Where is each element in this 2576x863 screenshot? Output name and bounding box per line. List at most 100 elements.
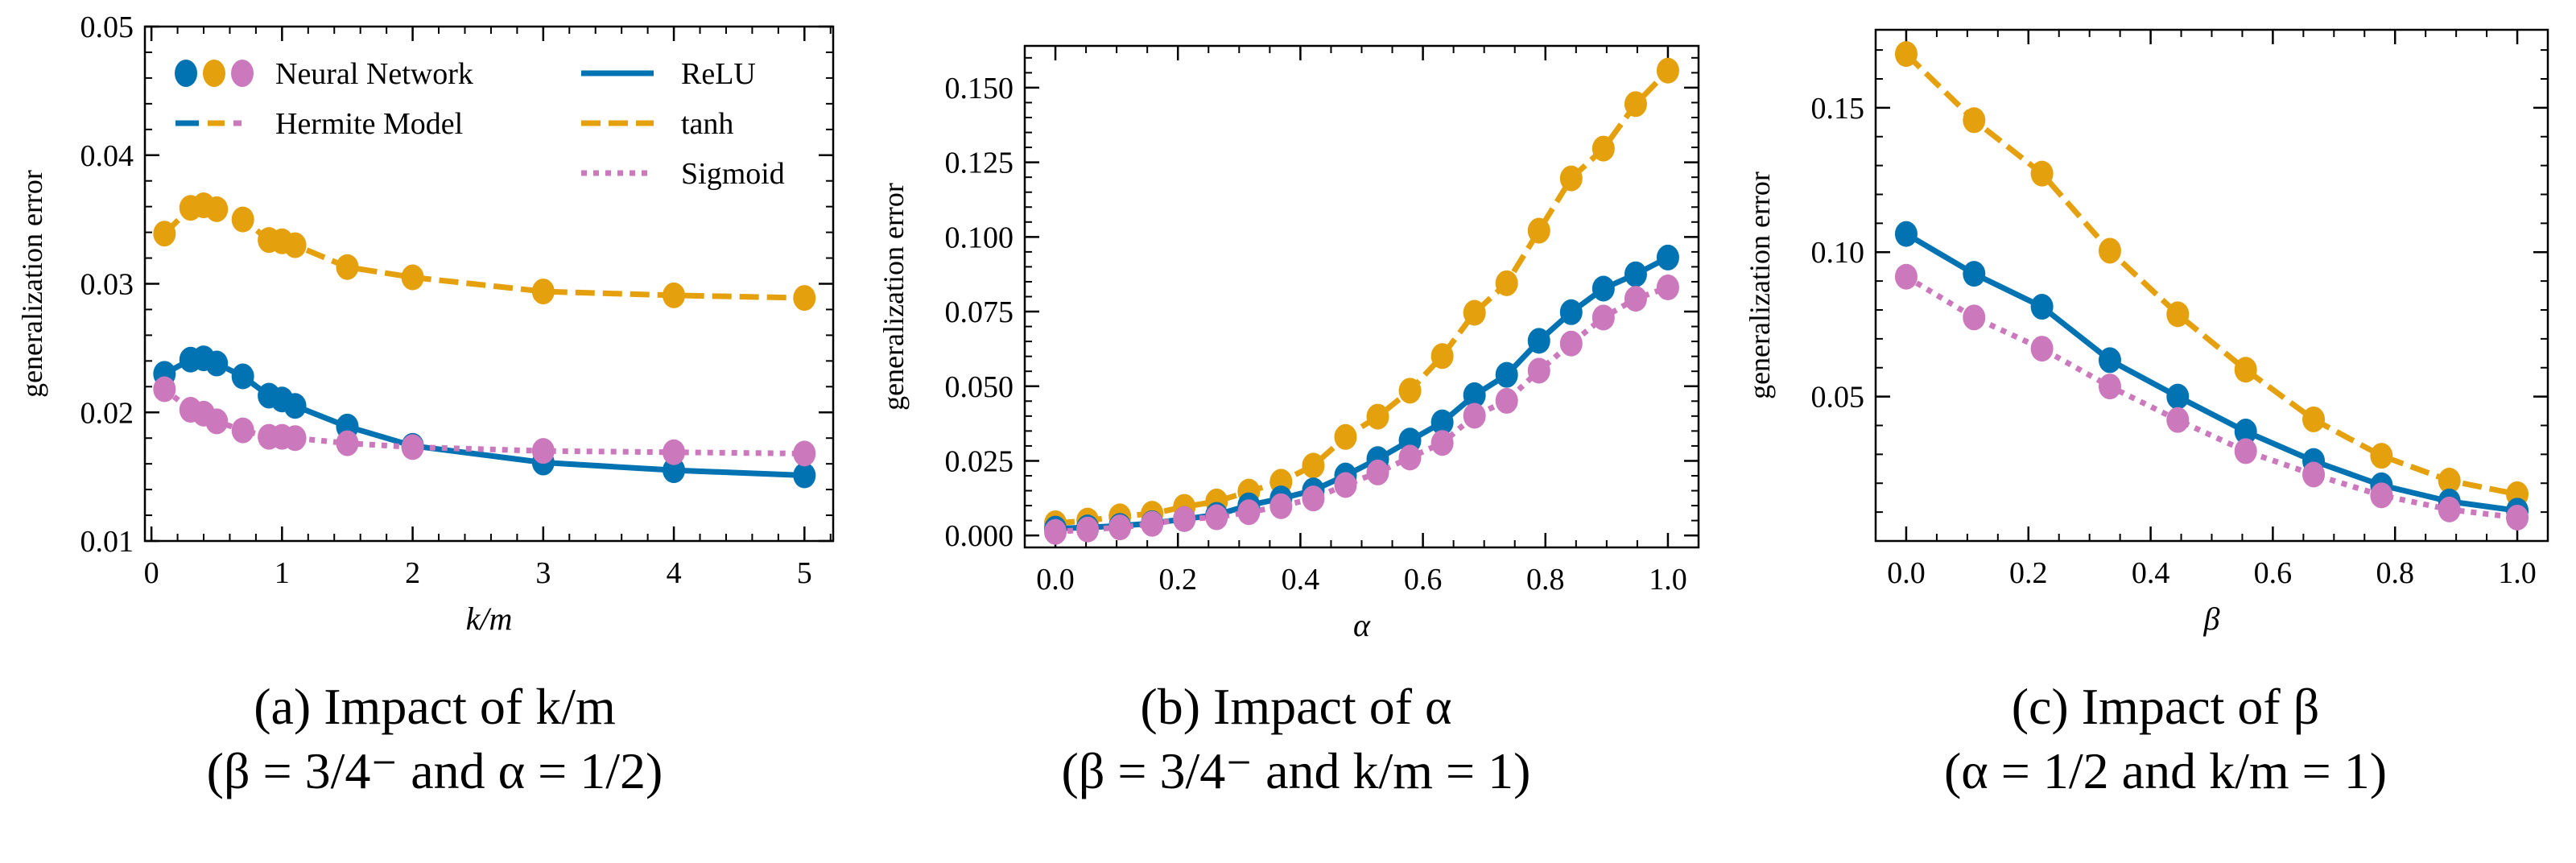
x-tick-label: 0.8 [2376, 556, 2414, 590]
y-tick-label: 0.05 [1811, 381, 1865, 415]
data-point-relu [1963, 261, 1986, 287]
caption-a-title: (a) Impact of k/m [254, 678, 616, 735]
data-point-tanh [1559, 165, 1583, 192]
data-point-tanh [153, 221, 176, 247]
series-line-tanh [1904, 52, 2518, 498]
caption-c: (c) Impact of β (α = 1/2 and k/m = 1) [1779, 675, 2552, 803]
data-point-tanh [2234, 357, 2257, 383]
data-point-sigmoid [1044, 518, 1067, 545]
x-tick-label: 0.2 [2009, 556, 2048, 590]
plot-frame-a [143, 25, 835, 543]
data-point-relu [2234, 419, 2257, 445]
data-point-sigmoid [1076, 516, 1100, 543]
y-tick-label: 0.01 [80, 525, 134, 559]
x-tick-label: 0.4 [1282, 563, 1320, 597]
x-tick-label: 0.4 [2132, 556, 2170, 590]
data-point-tanh [793, 285, 816, 312]
data-point-tanh [2098, 237, 2121, 264]
legend-entry-hermite-model: Hermite Model [175, 107, 463, 141]
data-point-tanh [663, 282, 686, 308]
x-axis-label: k/m [466, 601, 513, 637]
y-tick-label: 0.125 [945, 147, 1014, 180]
series-line-tanh [162, 202, 805, 301]
data-point-sigmoid [1527, 357, 1550, 384]
data-point-relu [283, 393, 307, 419]
y-tick-label: 0.03 [80, 268, 134, 302]
caption-a: (a) Impact of k/m (β = 3/4⁻ and α = 1/2) [48, 675, 821, 803]
y-tick-label: 0.000 [945, 519, 1014, 553]
data-point-tanh [1656, 57, 1679, 84]
data-point-tanh [2166, 301, 2190, 328]
data-point-sigmoid [1894, 263, 1918, 290]
chart-panel-c: 0.0 0.2 0.4 0.6 0.8 1.0 0.05 0.10 0.15 β generaliz… [1744, 28, 2549, 637]
data-point-relu [1591, 275, 1615, 302]
data-point-tanh [1495, 270, 1518, 296]
data-point-tanh [1463, 299, 1486, 326]
data-point-sigmoid [793, 440, 816, 467]
legend-label-hermite-model: Hermite Model [275, 107, 463, 141]
data-point-relu [1894, 221, 1918, 247]
legend: Neural Network Hermite Model ReLU tanh S… [175, 57, 785, 191]
legend-entry-neural-network: Neural Network [175, 57, 473, 91]
x-tick-label: 0.8 [1526, 563, 1565, 597]
legend-label-tanh: tanh [681, 107, 733, 141]
data-point-relu [2030, 294, 2054, 320]
y-axis-label: generalization error [16, 170, 48, 398]
y-tick-label: 0.025 [945, 444, 1014, 478]
data-point-relu [231, 363, 254, 390]
data-point-sigmoid [1559, 330, 1583, 357]
data-point-tanh [1430, 343, 1454, 370]
data-point-tanh [205, 196, 229, 222]
data-point-tanh [1398, 378, 1422, 404]
data-point-sigmoid [231, 417, 254, 444]
data-point-relu [1656, 244, 1679, 270]
data-point-tanh [1894, 41, 1918, 68]
legend-marker-relu [175, 60, 197, 87]
y-tick-label: 0.15 [1811, 92, 1865, 126]
data-point-tanh [2030, 160, 2054, 187]
data-point-relu [663, 457, 686, 484]
data-point-sigmoid [153, 376, 176, 403]
data-point-sigmoid [1656, 275, 1679, 301]
x-axis-label: α [1353, 607, 1371, 643]
data-point-sigmoid [1302, 485, 1325, 512]
caption-c-title: (c) Impact of β [2011, 678, 2320, 735]
data-point-relu [1430, 409, 1454, 436]
data-point-sigmoid [2438, 496, 2461, 522]
data-point-relu [1624, 261, 1647, 287]
y-tick-label: 0.02 [80, 396, 134, 430]
data-point-relu [2098, 347, 2121, 374]
data-point-tanh [1302, 452, 1325, 479]
data-point-sigmoid [2302, 461, 2326, 488]
data-point-sigmoid [1141, 510, 1164, 537]
x-tick-label: 1.0 [1649, 563, 1687, 597]
y-tick-label: 0.150 [945, 72, 1014, 105]
x-tick-label: 0.0 [1036, 563, 1075, 597]
x-tick-label: 0.6 [1404, 563, 1443, 597]
chart-panel-b: 0.0 0.2 0.4 0.6 0.8 1.0 0.000 0.025 0.050 0.075 0.… [877, 44, 1700, 643]
series-line-relu [1055, 254, 1670, 532]
data-point-tanh [1624, 91, 1647, 118]
series-line-sigmoid [1055, 284, 1670, 535]
x-tick-label: 2 [405, 556, 420, 590]
y-tick-label: 0.10 [1811, 236, 1865, 270]
y-tick-label: 0.05 [80, 10, 134, 44]
data-point-tanh [2370, 443, 2393, 469]
data-point-relu [1495, 361, 1518, 388]
y-tick-label: 0.075 [945, 295, 1014, 329]
x-tick-label: 0.6 [2254, 556, 2293, 590]
caption-b-params: (β = 3/4⁻ and k/m = 1) [1061, 742, 1531, 799]
x-tick-label: 0.0 [1887, 556, 1926, 590]
data-point-sigmoid [1430, 430, 1454, 456]
data-point-sigmoid [1269, 493, 1293, 519]
data-point-sigmoid [1591, 304, 1615, 331]
data-point-sigmoid [1366, 459, 1389, 485]
data-point-sigmoid [2166, 407, 2190, 433]
x-tick-label: 1 [275, 556, 290, 590]
legend-entry-relu: ReLU [581, 57, 756, 91]
data-point-relu [1527, 328, 1550, 354]
legend-entry-tanh: tanh [581, 107, 733, 141]
series-line-relu [1905, 231, 2518, 514]
data-point-sigmoid [1398, 444, 1422, 471]
data-point-tanh [1366, 403, 1389, 430]
